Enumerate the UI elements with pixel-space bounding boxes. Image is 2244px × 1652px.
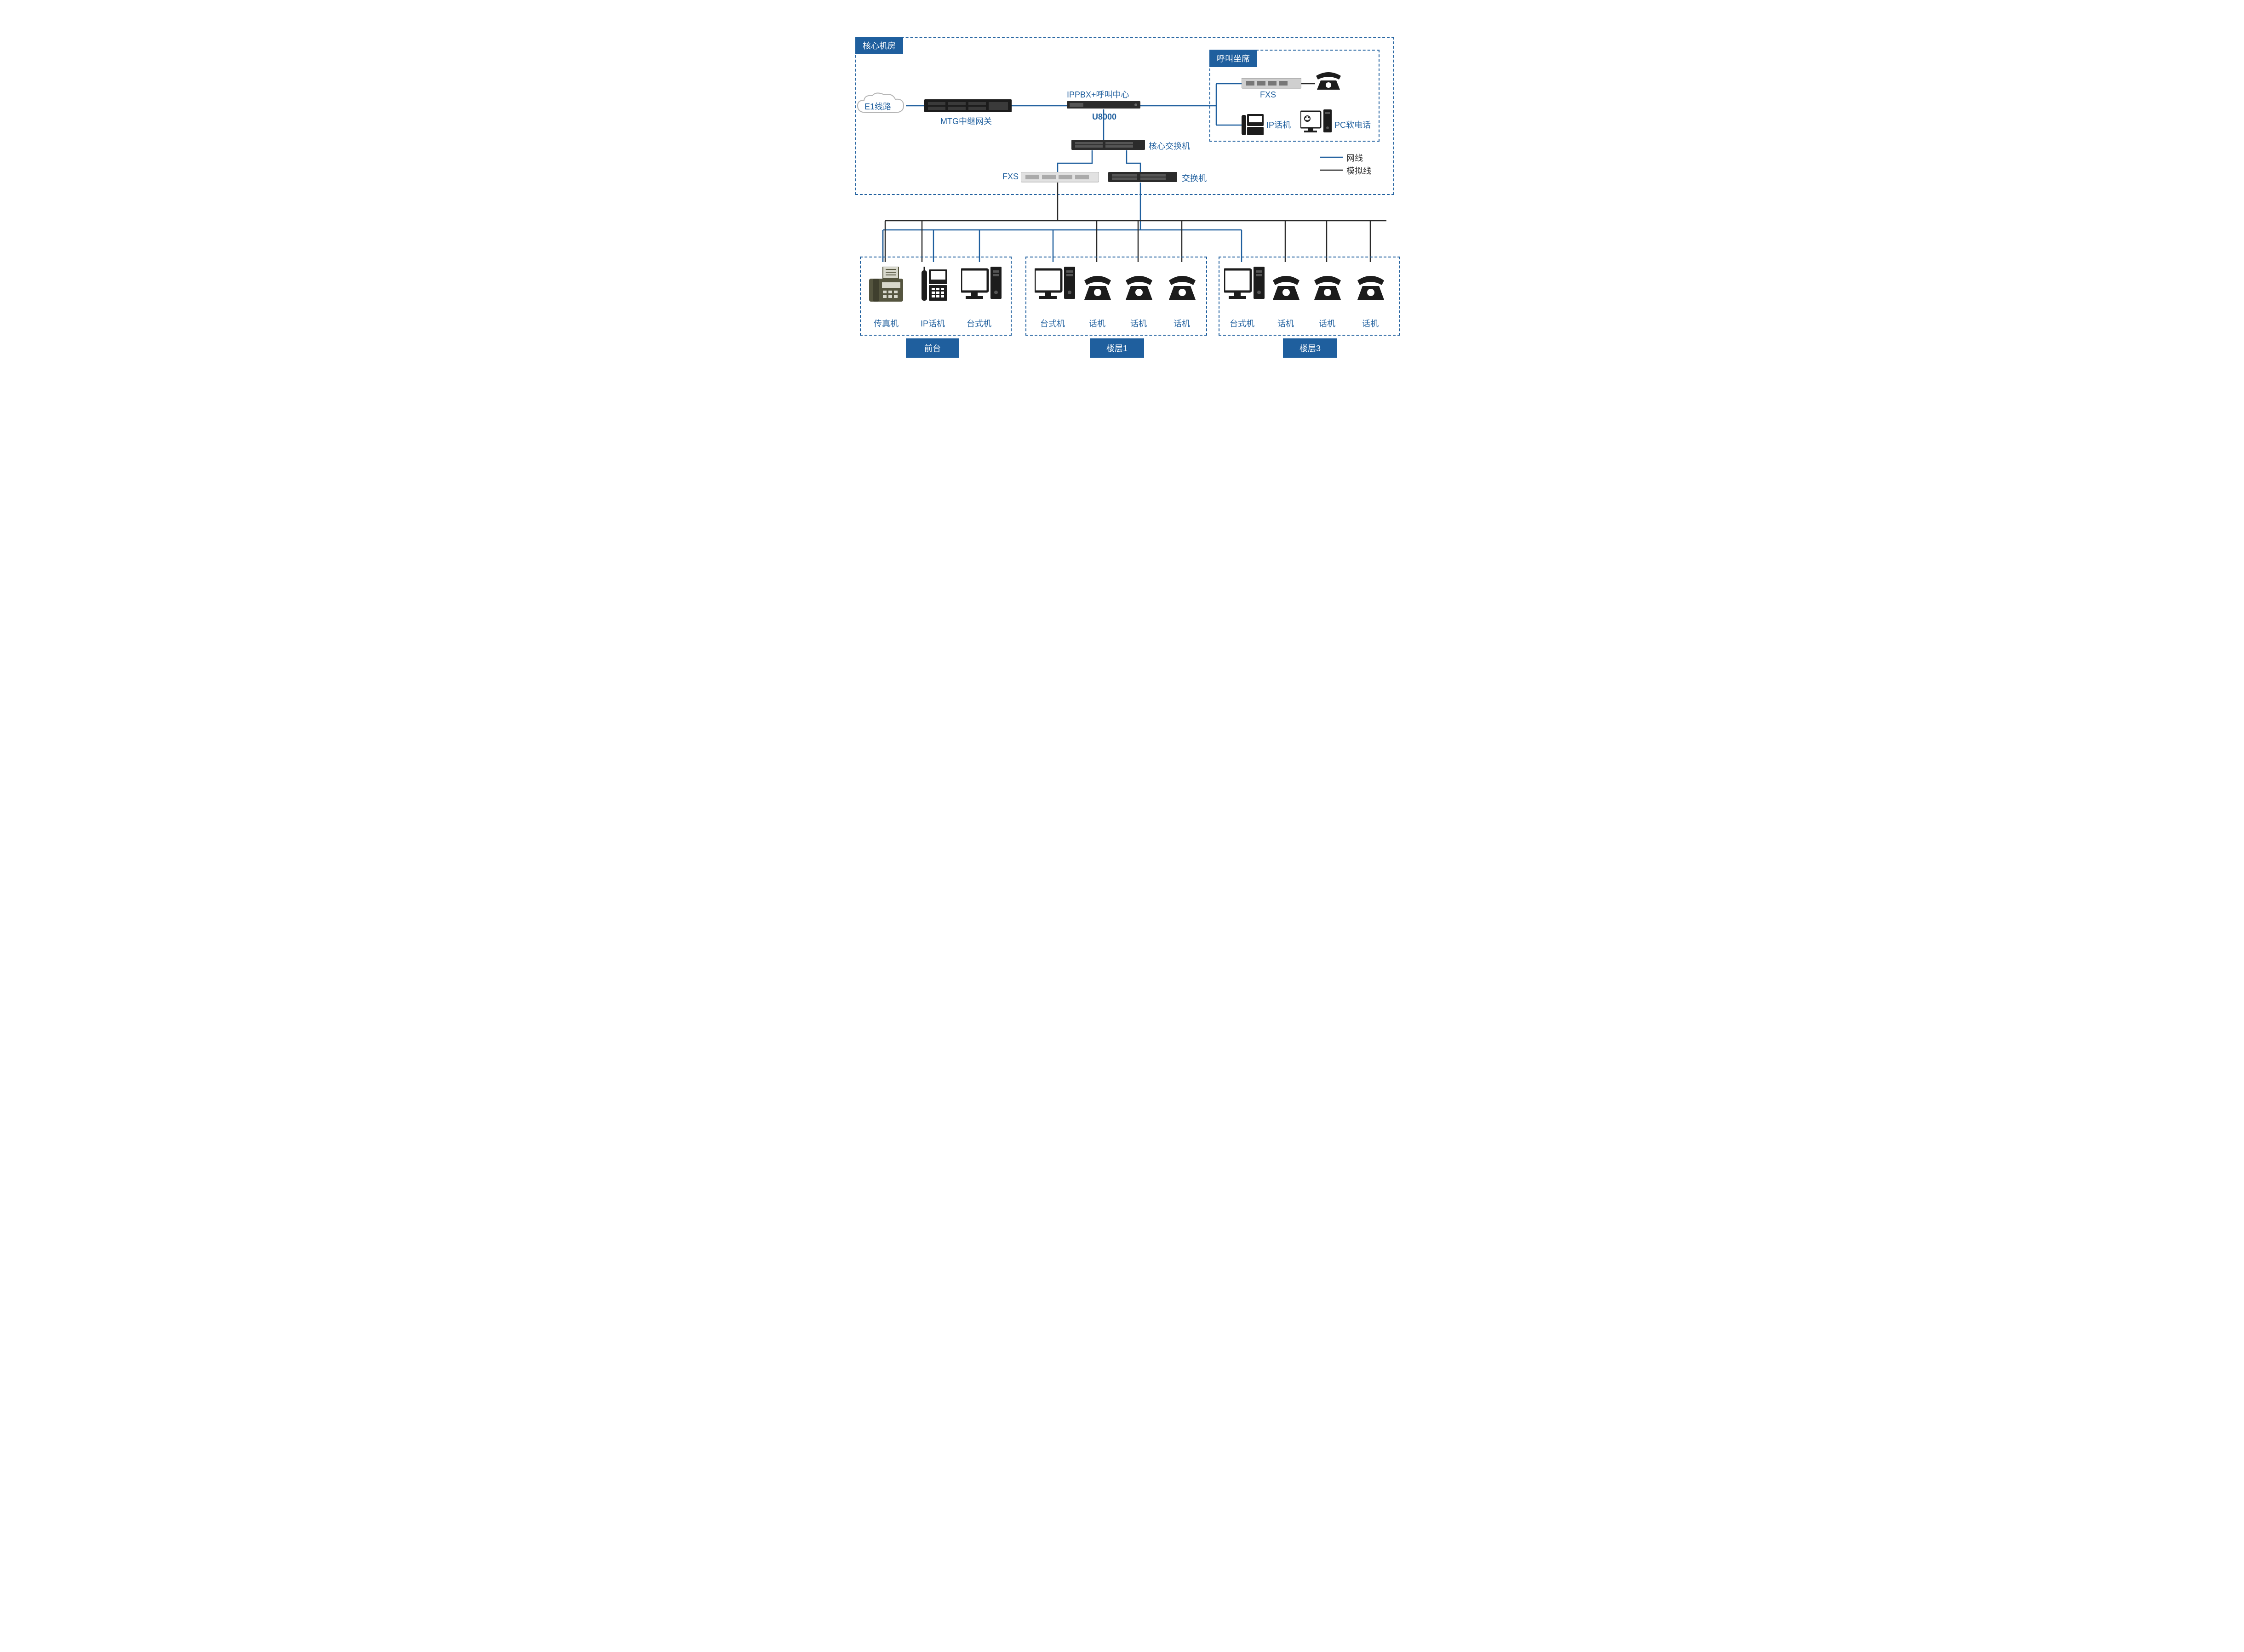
phone-f3-1-label: 话机	[1277, 317, 1294, 329]
core-switch-icon	[1071, 140, 1145, 151]
desktop-f3-icon	[1224, 267, 1265, 313]
phone-f1-3-label: 话机	[1174, 317, 1190, 329]
floor3-tag: 楼层3	[1283, 338, 1337, 358]
fxs2-label: FXS	[1002, 172, 1019, 182]
switch2-icon	[1108, 172, 1177, 183]
u8000-label: U8000	[1092, 112, 1116, 122]
desktop-front-icon	[961, 267, 1002, 313]
core-switch-label: 核心交换机	[1149, 140, 1190, 152]
ip-phone-seat-label: IP话机	[1266, 119, 1291, 131]
front-tag: 前台	[906, 338, 959, 358]
analog-phone-seat-icon	[1314, 71, 1343, 91]
legend-analog-line	[1320, 169, 1343, 171]
desktop-f1-icon	[1035, 267, 1076, 313]
fxs-seat-label: FXS	[1260, 90, 1276, 100]
u8000-device-icon	[1067, 101, 1140, 109]
phone-f3-3-label: 话机	[1362, 317, 1379, 329]
mtg-device-icon	[924, 99, 1012, 113]
ip-phone-seat-icon	[1241, 112, 1265, 137]
fax-icon	[869, 267, 903, 313]
phone-f1-3-icon	[1167, 275, 1197, 312]
switch2-label: 交换机	[1182, 172, 1207, 184]
legend-net-label: 网线	[1346, 152, 1363, 164]
mtg-label: MTG中继网关	[940, 115, 992, 127]
pc-soft-icon	[1300, 109, 1333, 137]
fxs-seat-icon	[1242, 78, 1301, 89]
fax-label: 传真机	[874, 317, 899, 329]
diagram-canvas: 核心机房 呼叫坐席	[842, 0, 1402, 414]
ip-phone-front-label: IP话机	[921, 317, 945, 329]
phone-f1-2-icon	[1124, 275, 1154, 312]
phone-f3-1-icon	[1271, 275, 1301, 312]
e1-label: E1线路	[864, 100, 891, 112]
desktop-front-label: 台式机	[967, 317, 991, 329]
ippbx-label: IPPBX+呼叫中心	[1067, 88, 1129, 100]
legend-net-line	[1320, 156, 1343, 158]
floor1-tag: 楼层1	[1090, 338, 1144, 358]
phone-f1-1-label: 话机	[1089, 317, 1105, 329]
fxs2-icon	[1021, 172, 1099, 183]
pc-soft-label: PC软电话	[1334, 119, 1371, 131]
phone-f1-1-icon	[1082, 275, 1113, 312]
ip-phone-front-icon	[921, 267, 949, 313]
desktop-f3-label: 台式机	[1230, 317, 1254, 329]
desktop-f1-label: 台式机	[1040, 317, 1065, 329]
legend-analog-label: 模拟线	[1346, 165, 1371, 177]
phone-f3-2-label: 话机	[1319, 317, 1335, 329]
phone-f3-2-icon	[1312, 275, 1343, 312]
phone-f3-3-icon	[1356, 275, 1386, 312]
phone-f1-2-label: 话机	[1130, 317, 1147, 329]
